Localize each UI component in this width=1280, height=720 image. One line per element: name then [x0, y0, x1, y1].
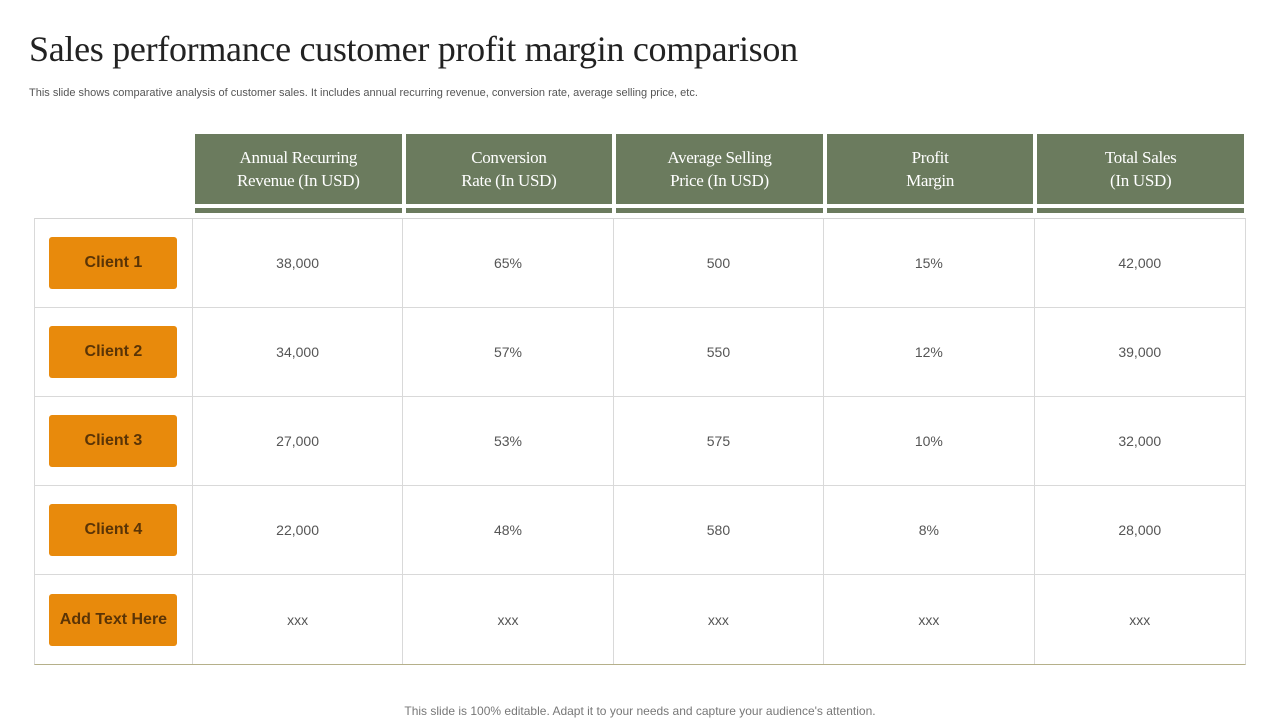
- client-label-button: Client 4: [49, 504, 178, 556]
- table-row: Client 3 27,000 53% 575 10% 32,000: [35, 397, 1245, 486]
- row-label-cell: Client 4: [35, 486, 193, 574]
- table-row: Client 2 34,000 57% 550 12% 39,000: [35, 308, 1245, 397]
- table-cell: 57%: [403, 308, 614, 396]
- column-header-underline: [405, 208, 613, 213]
- table-cell: 27,000: [193, 397, 404, 485]
- table-body: Client 1 38,000 65% 500 15% 42,000 Clien…: [34, 218, 1246, 665]
- column-header-label: Total Sales (In USD): [1037, 134, 1244, 204]
- table-cell: 42,000: [1118, 255, 1162, 271]
- column-header-label: Profit Margin: [826, 134, 1034, 204]
- table-header-row: Annual Recurring Revenue (In USD) Conver…: [34, 132, 1246, 214]
- table-cell: 28,000: [1118, 522, 1162, 538]
- table-row: Client 4 22,000 48% 580 8% 28,000: [35, 486, 1245, 575]
- table-cell: 10%: [824, 397, 1035, 485]
- table-cell: 34,000: [193, 308, 404, 396]
- column-header: Total Sales (In USD): [1035, 132, 1246, 214]
- table-cell: 550: [614, 308, 825, 396]
- table-cell: 500: [614, 219, 825, 307]
- table-cell: 48%: [403, 486, 614, 574]
- client-label-button: Add Text Here: [49, 593, 178, 646]
- column-header: Average Selling Price (In USD): [614, 132, 825, 214]
- table-cell: 22,000: [193, 486, 404, 574]
- column-header-underline: [826, 208, 1034, 213]
- table-cell: xxx: [614, 575, 825, 664]
- table-cell: 8%: [824, 486, 1035, 574]
- table-cell: xxx: [824, 575, 1035, 664]
- column-header: Profit Margin: [825, 132, 1036, 214]
- table-cell: xxx: [1129, 611, 1151, 628]
- row-label-cell: Add Text Here: [35, 575, 193, 664]
- client-label-button: Client 2: [49, 326, 178, 378]
- client-label-button: Client 1: [49, 237, 178, 289]
- table-row: Add Text Here xxx xxx xxx xxx xxx: [35, 575, 1245, 664]
- table-row: Client 1 38,000 65% 500 15% 42,000: [35, 219, 1245, 308]
- slide-footer: This slide is 100% editable. Adapt it to…: [404, 704, 876, 718]
- table-cell: 12%: [824, 308, 1035, 396]
- slide-title: Sales performance customer profit margin…: [29, 29, 798, 69]
- column-header-underline: [195, 208, 402, 213]
- row-label-cell: Client 2: [35, 308, 193, 396]
- table-cell: 39,000: [1118, 344, 1162, 360]
- table-cell: 575: [614, 397, 825, 485]
- column-header-label: Annual Recurring Revenue (In USD): [195, 134, 402, 204]
- table-cell: 32,000: [1118, 433, 1162, 449]
- slide-subtitle: This slide shows comparative analysis of…: [29, 87, 698, 99]
- client-label-button: Client 3: [49, 415, 178, 467]
- column-header-underline: [616, 208, 823, 213]
- table-cell: xxx: [403, 575, 614, 664]
- column-header: Annual Recurring Revenue (In USD): [193, 132, 404, 214]
- row-label-cell: Client 1: [35, 219, 193, 307]
- column-header-label: Conversion Rate (In USD): [405, 134, 613, 204]
- table-cell: xxx: [193, 575, 404, 664]
- column-header-underline: [1037, 208, 1244, 213]
- row-label-cell: Client 3: [35, 397, 193, 485]
- table-cell: 15%: [824, 219, 1035, 307]
- column-header-label: Average Selling Price (In USD): [616, 134, 823, 204]
- column-header: Conversion Rate (In USD): [404, 132, 615, 214]
- table-cell: 65%: [403, 219, 614, 307]
- comparison-table: Annual Recurring Revenue (In USD) Conver…: [34, 132, 1246, 665]
- table-cell: 53%: [403, 397, 614, 485]
- table-cell: 580: [614, 486, 825, 574]
- table-cell: 38,000: [193, 219, 404, 307]
